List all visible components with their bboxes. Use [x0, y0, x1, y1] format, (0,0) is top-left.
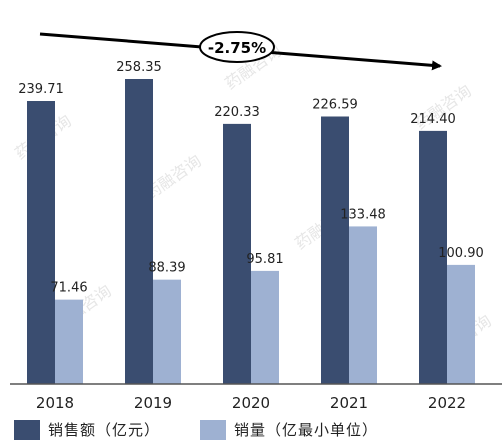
bar-sales-2021 [321, 116, 349, 384]
legend-label-volume: 销量（亿最小单位） [234, 421, 379, 439]
x-tick-label-2018: 2018 [36, 394, 74, 412]
value-label-volume-2020: 95.81 [246, 252, 283, 267]
value-label-volume-2022: 100.90 [438, 246, 484, 261]
value-label-volume-2019: 88.39 [148, 261, 185, 276]
legend-label-sales: 销售额（亿元） [48, 421, 161, 439]
x-tick-label-2022: 2022 [428, 394, 466, 412]
value-label-sales-2019: 258.35 [116, 60, 162, 75]
value-label-sales-2018: 239.71 [18, 82, 64, 97]
legend-swatch-volume [200, 419, 227, 440]
bar-volume-2018 [55, 299, 83, 384]
bar-volume-2021 [349, 226, 377, 384]
bars-layer [27, 79, 475, 385]
trend-label-oval [199, 31, 275, 63]
legend-swatch-sales [14, 419, 40, 440]
bar-sales-2020 [223, 123, 251, 385]
bar-sales-2022 [419, 130, 447, 384]
x-tick-labels: 2018 2019 2020 2021 2022 [36, 394, 466, 412]
bar-volume-2020 [251, 270, 279, 384]
x-tick-label-2019: 2019 [134, 394, 172, 412]
bar-volume-2019 [153, 279, 181, 384]
value-label-volume-2021: 133.48 [340, 207, 386, 222]
legend: 销售额（亿元） 销量（亿最小单位） [14, 419, 418, 440]
x-tick-label-2020: 2020 [232, 394, 270, 412]
bar-sales-2019 [125, 79, 153, 384]
trend-label: -2.75% [208, 39, 266, 57]
value-labels-layer: 239.71 71.46 258.35 88.39 220.33 95.81 226.59 1… [18, 60, 484, 296]
value-label-volume-2018: 71.46 [50, 281, 87, 296]
bar-sales-2018 [27, 101, 55, 385]
trend-annotation: -2.75% [39, 31, 442, 71]
value-label-sales-2020: 220.33 [214, 105, 260, 120]
value-label-sales-2022: 214.40 [410, 112, 456, 127]
legend-item-sales: 销售额（亿元） [14, 419, 160, 440]
legend-item-volume: 销量（亿最小单位） [200, 419, 378, 440]
bar-volume-2022 [447, 264, 475, 384]
x-tick-label-2021: 2021 [330, 394, 368, 412]
value-label-sales-2021: 226.59 [312, 97, 358, 112]
